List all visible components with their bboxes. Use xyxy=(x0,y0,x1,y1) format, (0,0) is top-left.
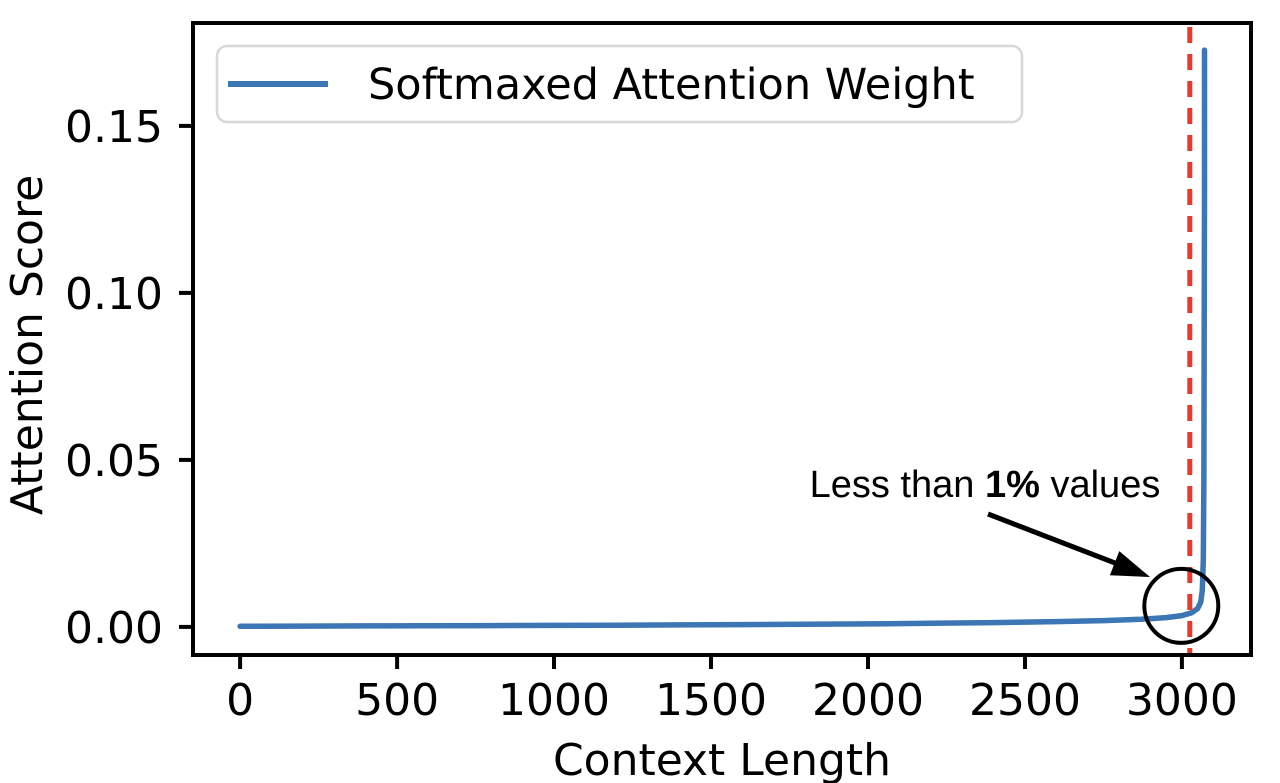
annotation-circle xyxy=(1142,566,1221,645)
annotation-text-suffix: values xyxy=(1040,464,1160,506)
y-tick-label: 0.05 xyxy=(65,436,163,487)
plot-area-spines xyxy=(191,21,1253,657)
y-axis-label: Attention Score xyxy=(2,175,53,515)
x-tick-label: 500 xyxy=(355,675,439,726)
x-tick-label: 2000 xyxy=(812,675,924,726)
x-tick-label: 1000 xyxy=(498,675,610,726)
annotation-arrowhead-icon xyxy=(1109,551,1150,577)
softmaxed-attention-weight-line xyxy=(237,47,1208,630)
x-axis-ticks: 0 500 1000 1500 2000 2500 3000 xyxy=(226,655,1238,726)
annotation-text-prefix: Less than xyxy=(810,464,985,506)
legend: Softmaxed Attention Weight xyxy=(215,44,1024,124)
y-tick-label: 0.15 xyxy=(65,102,163,153)
annotation-text-bold: 1% xyxy=(985,464,1040,506)
x-tick-label: 2500 xyxy=(969,675,1081,726)
legend-label: Softmaxed Attention Weight xyxy=(368,60,975,110)
annotation-arrow-shaft xyxy=(987,511,1116,566)
x-tick-label: 3000 xyxy=(1126,675,1238,726)
y-tick-label: 0.00 xyxy=(65,603,163,654)
y-tick-label: 0.10 xyxy=(65,269,163,320)
x-tick-label: 1500 xyxy=(655,675,767,726)
x-axis-label: Context Length xyxy=(553,735,891,783)
x-tick-label: 0 xyxy=(226,675,254,726)
y-axis-ticks: 0.00 0.05 0.10 0.15 xyxy=(65,102,193,654)
annotation-text: Less than 1% values xyxy=(810,464,1161,506)
legend-box xyxy=(215,44,1024,124)
